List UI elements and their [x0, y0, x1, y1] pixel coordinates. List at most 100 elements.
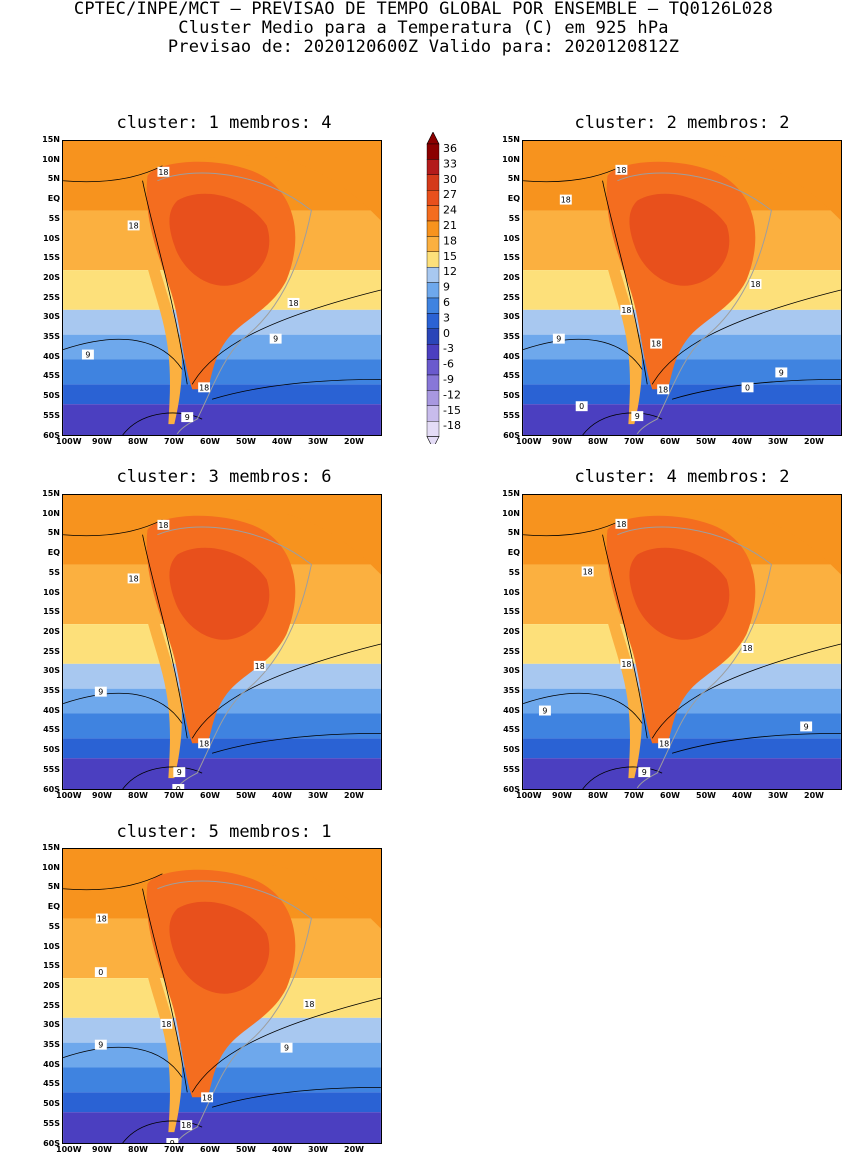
colorbar-bottom-arrow [426, 436, 440, 450]
longitude-tick-label: 50W [236, 1145, 256, 1154]
temperature-band [523, 359, 841, 385]
latitude-tick-label: 20S [43, 626, 60, 636]
isotherm-line [122, 766, 203, 789]
latitude-tick-label: EQ [47, 902, 60, 912]
svg-text:9: 9 [542, 707, 547, 716]
contour-label: 18 [749, 279, 762, 289]
contour-label: 0 [172, 784, 185, 789]
contour-label: 18 [198, 382, 211, 392]
latitude-tick-label: 50S [43, 1099, 60, 1109]
latitude-tick-label: 20S [43, 272, 60, 282]
contour-label: 18 [658, 738, 671, 748]
contour-label: 18 [201, 1092, 214, 1102]
longitude-tick-label: 50W [236, 437, 256, 446]
latitude-tick-label: 60S [43, 1138, 60, 1148]
svg-text:9: 9 [273, 335, 278, 344]
isotherm-line [142, 888, 188, 1093]
latitude-tick-label: 15S [43, 607, 60, 617]
latitude-tick-label: 45S [503, 371, 520, 381]
temperature-band [63, 1067, 381, 1093]
svg-text:18: 18 [158, 168, 168, 177]
longitude-tick-label: 60W [200, 1145, 220, 1154]
contour-label: 9 [538, 705, 551, 716]
longitude-tick-label: 90W [92, 437, 112, 446]
contour-label: 18 [620, 658, 633, 669]
colorbar-label: -6 [443, 358, 454, 371]
isotherm-line [582, 412, 663, 435]
colorbar-label: 27 [443, 188, 457, 201]
contour-label: 18 [615, 518, 628, 529]
latitude-tick-label: EQ [47, 548, 60, 558]
colorbar-label: 30 [443, 173, 457, 186]
colorbar-swatch [426, 190, 440, 206]
isotherm-line [63, 1046, 183, 1078]
longitude-tick-label: 90W [92, 1145, 112, 1154]
contour-label: 9 [775, 367, 788, 377]
latitude-tick-label: 40S [43, 1059, 60, 1069]
latitude-tick-label: 15N [42, 135, 60, 144]
longitude-tick-label: 100W [516, 791, 542, 800]
svg-text:9: 9 [85, 351, 90, 360]
latitude-tick-label: 30S [43, 1020, 60, 1030]
latitude-tick-label: 20S [43, 980, 60, 990]
svg-text:18: 18 [616, 166, 626, 175]
latitude-tick-label: 10N [42, 508, 60, 518]
latitude-tick-label: EQ [507, 194, 520, 204]
temperature-band [523, 713, 841, 739]
latitude-tick-label: 40S [43, 351, 60, 361]
colorbar-label: 21 [443, 219, 457, 232]
colorbar-label: 3 [443, 311, 450, 324]
latitude-tick-label: 25S [43, 1000, 60, 1010]
colorbar-label: -12 [443, 388, 461, 401]
latitude-tick-label: 30S [43, 666, 60, 676]
isotherm-line [63, 692, 183, 724]
temperature-band [63, 1112, 381, 1143]
colorbar-swatch [426, 174, 440, 191]
svg-text:18: 18 [651, 340, 661, 349]
isotherm-line [211, 378, 381, 400]
continent-hot-core [169, 193, 270, 286]
latitude-tick-label: 10N [502, 154, 520, 164]
latitude-tick-label: 5S [48, 567, 60, 577]
contour-label: 18 [657, 384, 670, 394]
isotherm-line [122, 1120, 203, 1143]
latitude-tick-label: 35S [503, 686, 520, 695]
latitude-tick-label: 45S [43, 725, 60, 735]
longitude-tick-label: 90W [552, 437, 572, 446]
header-title: CPTEC/INPE/MCT – PREVISAO DE TEMPO GLOBA… [73, 0, 774, 19]
svg-text:18: 18 [202, 1093, 212, 1102]
coastline [617, 172, 772, 435]
latitude-tick-label: 10N [42, 862, 60, 872]
latitude-tick-label: 40S [43, 705, 60, 715]
latitude-tick-label: 5S [48, 213, 60, 223]
latitude-tick-label: 10S [43, 233, 60, 243]
longitude-tick-label: 50W [236, 791, 256, 800]
colorbar-label: -3 [443, 342, 454, 355]
temperature-map: 18 18 18 9 18 9 9 [62, 140, 382, 436]
panel-title: cluster: 2 membros: 2 [574, 113, 790, 133]
colorbar-swatch [426, 236, 440, 253]
latitude-tick-label: 45S [43, 1079, 60, 1089]
isotherm-line [523, 338, 643, 370]
temperature-band [63, 713, 381, 739]
latitude-tick-label: 25S [503, 292, 520, 302]
continent-hot-core [169, 901, 270, 994]
temperature-band [523, 758, 841, 789]
svg-text:18: 18 [304, 1000, 314, 1009]
latitude-tick-label: 30S [43, 312, 60, 322]
svg-text:18: 18 [129, 574, 139, 583]
colorbar-swatch [426, 143, 440, 160]
warm-region [63, 849, 381, 929]
warm-region [523, 141, 841, 221]
svg-text:18: 18 [621, 660, 631, 669]
svg-text:9: 9 [177, 768, 182, 777]
colorbar-swatch [426, 359, 440, 376]
isotherm-line [211, 732, 381, 754]
colorbar-label: -15 [443, 404, 461, 417]
latitude-tick-label: 15S [503, 253, 520, 263]
colorbar-swatch [426, 282, 440, 299]
latitude-tick-label: 25S [503, 646, 520, 656]
colorbar-swatch [426, 266, 440, 283]
svg-text:18: 18 [199, 739, 209, 748]
longitude-tick-label: 100W [56, 791, 82, 800]
